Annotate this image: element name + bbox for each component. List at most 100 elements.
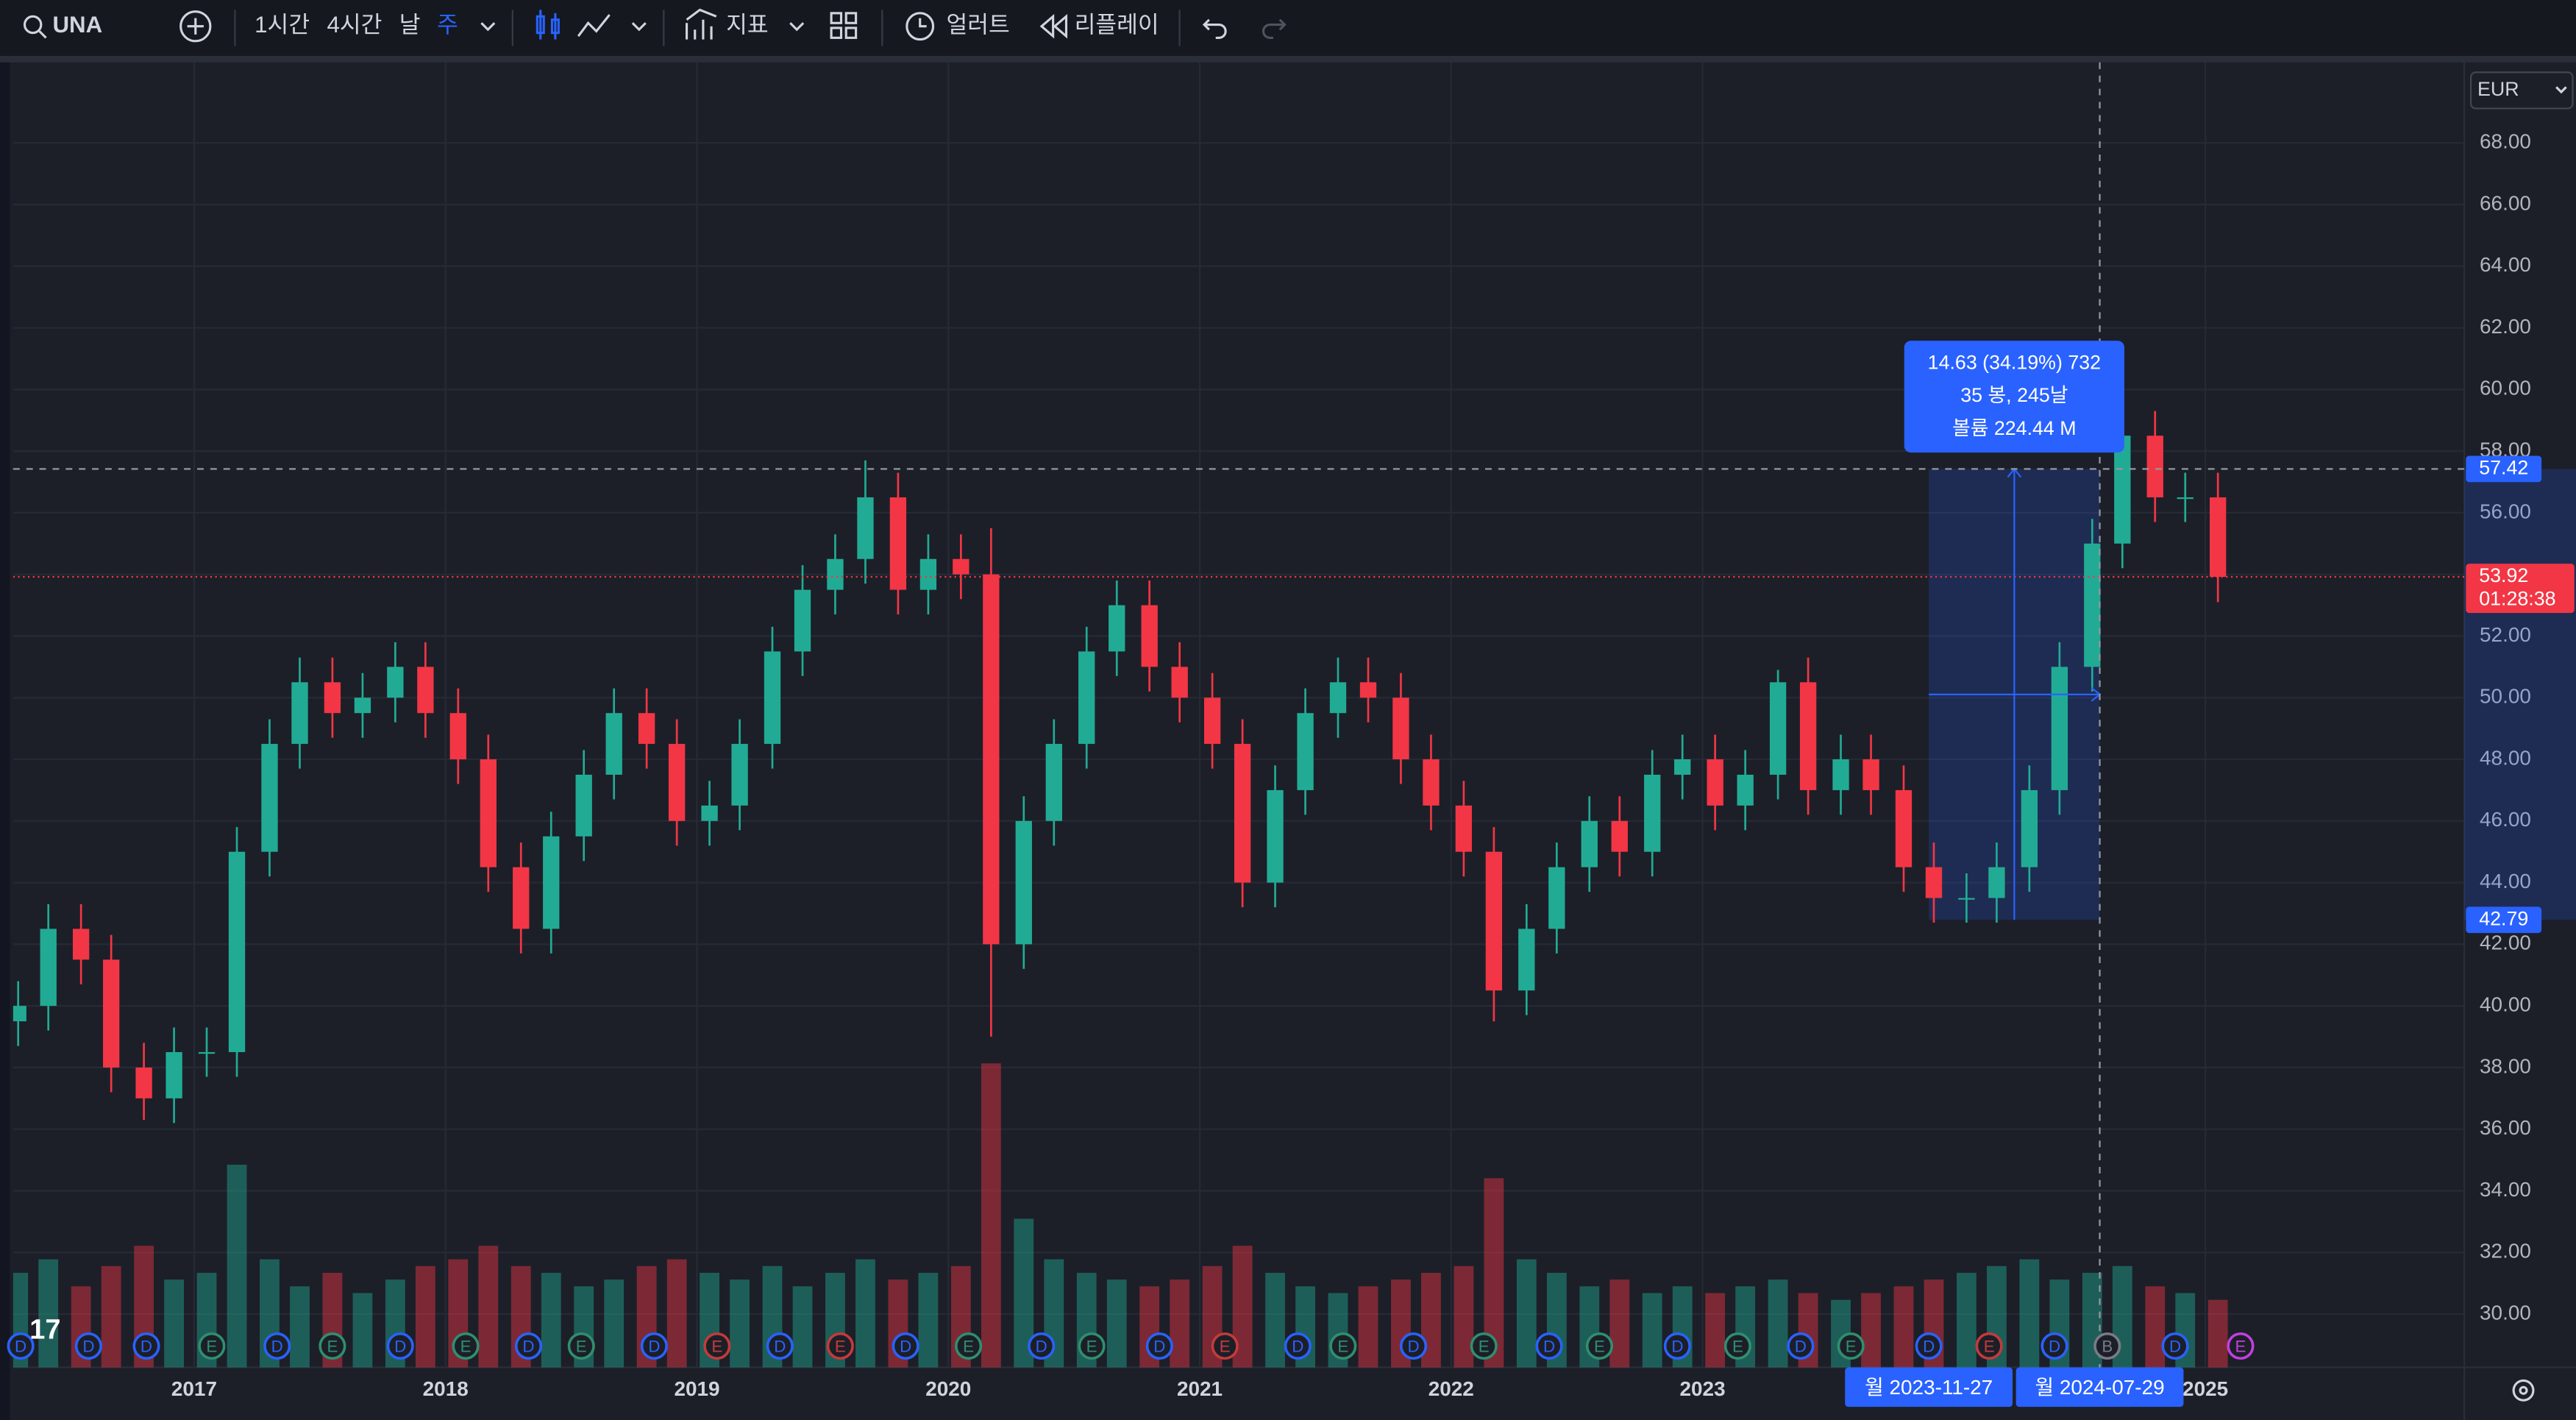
event-label: E: [1732, 1338, 1743, 1356]
event-marker: [74, 1332, 102, 1360]
event-label: E: [1984, 1338, 1995, 1356]
volume-bar: [1265, 1272, 1285, 1368]
candle-body: [291, 682, 308, 745]
event-marker: [132, 1332, 160, 1360]
symbol[interactable]: UNA: [52, 12, 102, 38]
candle-body: [827, 558, 844, 590]
alert-button[interactable]: 얼러트: [905, 12, 1010, 41]
y-tick-label: 48.00: [2480, 746, 2531, 769]
candle-body: [1359, 682, 1377, 698]
event-label: D: [1671, 1338, 1683, 1356]
redo: [1262, 18, 1287, 39]
candle-body: [1895, 789, 1913, 867]
candle-body: [1109, 605, 1125, 652]
event-label: E: [835, 1338, 846, 1356]
x-tick-label: 2020: [925, 1377, 971, 1400]
undo[interactable]: [1202, 18, 1227, 39]
event-marker: [1915, 1332, 1943, 1360]
event-label: D: [1153, 1338, 1165, 1356]
candle-body: [701, 805, 718, 821]
overlay: 30.00 32.00 34.00 36.00 38.00 40.00 42.00 44.00…: [7, 62, 2576, 1407]
volume-bar: [38, 1259, 59, 1368]
interval[interactable]: 1시간: [255, 12, 310, 38]
candle-body: [354, 697, 371, 714]
event-label: E: [1479, 1338, 1490, 1356]
candle-body: [2084, 543, 2101, 667]
indicators-menu[interactable]: [789, 22, 805, 32]
x-tick-label: 2025: [2182, 1377, 2228, 1400]
volume-bar: [2019, 1259, 2040, 1368]
measure-tooltip: [1904, 341, 2124, 453]
candle-body: [417, 667, 434, 714]
currency[interactable]: EUR: [2477, 78, 2519, 100]
template-menu[interactable]: [631, 22, 647, 32]
event-marker: [1975, 1332, 2003, 1360]
event-marker: [1470, 1332, 1498, 1360]
indicators-button[interactable]: 지표: [686, 8, 769, 40]
candle-body: [2051, 667, 2068, 790]
volume-bar: [666, 1259, 687, 1368]
event-label: D: [140, 1338, 152, 1356]
date-tag: [1845, 1367, 2013, 1407]
indicators[interactable]: 지표: [726, 12, 769, 38]
volume-bar: [2207, 1299, 2228, 1368]
candle-body: [1485, 851, 1503, 991]
x-tick-label: 2018: [423, 1377, 469, 1400]
candle-body: [387, 667, 404, 698]
event-label: D: [774, 1338, 786, 1356]
logo: 17: [29, 1314, 60, 1345]
event-label: D: [271, 1338, 283, 1356]
event-label: D: [15, 1338, 26, 1356]
event-label: E: [1086, 1338, 1097, 1356]
volume-bar: [855, 1259, 875, 1368]
candle-body: [1988, 867, 2005, 898]
event-label: E: [1337, 1338, 1348, 1356]
candle-body: [953, 558, 969, 575]
indicator-template[interactable]: [577, 14, 611, 38]
last-price-tag: [2466, 564, 2575, 614]
volume-bar: [1516, 1259, 1537, 1368]
price-tag: [2466, 906, 2542, 934]
candle-body: [513, 867, 530, 929]
candle-body: [40, 929, 57, 1007]
y-tick-label: 32.00: [2480, 1240, 2531, 1263]
event-label: D: [522, 1338, 534, 1356]
volume-bar: [290, 1286, 310, 1368]
event-label: D: [1407, 1338, 1419, 1356]
volume-bar: [918, 1272, 939, 1368]
toolbar: [0, 0, 2576, 56]
event-label: E: [1594, 1338, 1605, 1356]
interval[interactable]: 날: [399, 12, 421, 38]
candle-body: [1832, 759, 1849, 790]
interval-menu[interactable]: [480, 22, 496, 32]
candle-body: [72, 929, 90, 960]
volume-bar: [352, 1293, 373, 1368]
event-marker: [452, 1332, 480, 1360]
event-marker: [2093, 1332, 2121, 1360]
interval[interactable]: 4시간: [327, 12, 382, 38]
replay-button[interactable]: 리플레이: [1039, 12, 1159, 39]
candle-body: [1925, 867, 1943, 898]
candle-body: [668, 744, 686, 821]
candle-body: [794, 589, 811, 652]
alert[interactable]: 얼러트: [946, 12, 1009, 38]
volume-bar: [1957, 1272, 1977, 1368]
settings[interactable]: [2512, 1379, 2535, 1402]
event-label: D: [1923, 1338, 1935, 1356]
volume-bar: [1861, 1293, 1881, 1368]
chart-type[interactable]: [536, 10, 560, 40]
candle-body: [575, 774, 592, 837]
replay[interactable]: 리플레이: [1075, 12, 1159, 38]
symbol-search[interactable]: UNA: [23, 12, 103, 39]
layout-button[interactable]: [830, 12, 858, 39]
interval-active[interactable]: 주: [437, 12, 458, 38]
y-tick-label: 36.00: [2480, 1116, 2531, 1139]
candle-body: [324, 682, 341, 714]
candle-body: [1234, 744, 1251, 883]
add-symbol[interactable]: [179, 10, 212, 43]
event-marker: [2040, 1332, 2068, 1360]
candle-body: [1455, 805, 1473, 852]
currency-select[interactable]: EUR: [2469, 71, 2574, 110]
candle-body: [1799, 682, 1817, 790]
